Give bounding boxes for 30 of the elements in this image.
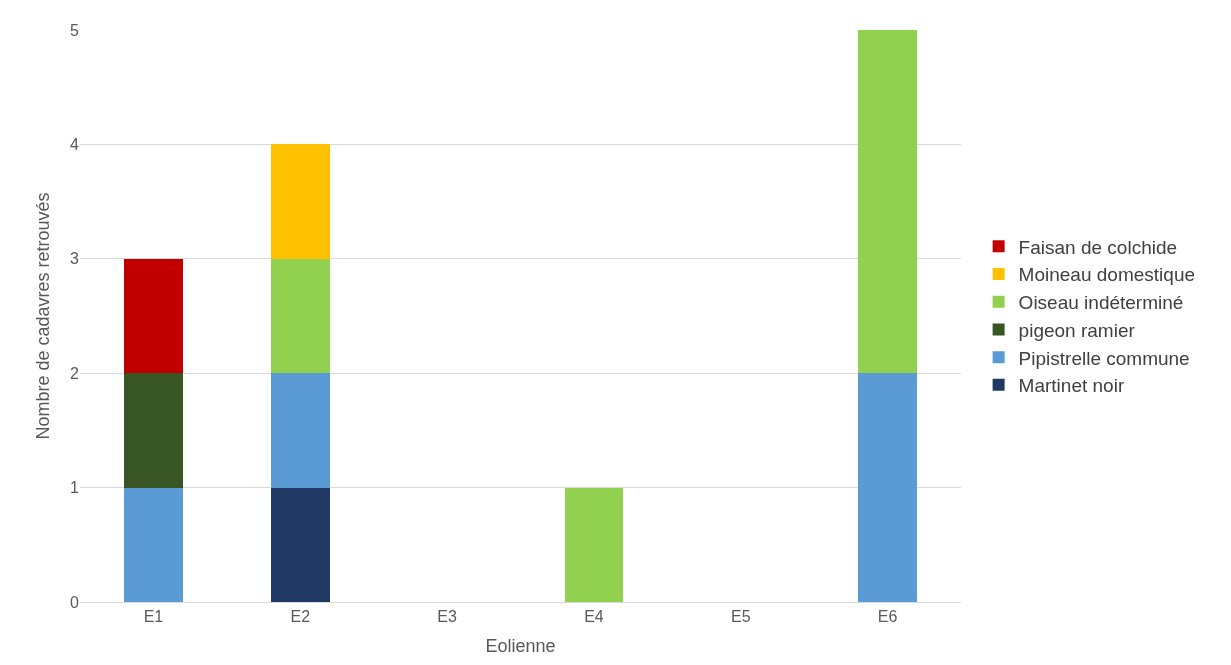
y-tick-label: 0 [70,593,80,611]
legend-label: Moineau domestique [1018,264,1196,286]
legend-label: pigeon ramier [1018,319,1136,341]
y-tick-label: 5 [70,21,80,39]
bar [270,258,330,374]
bar [270,373,330,488]
bar [124,258,183,374]
x-tick-label: E5 [730,608,751,626]
x-tick-label: E6 [877,608,898,626]
legend-label: Oiseau indéterminé [1018,292,1184,314]
y-tick-label: 2 [70,364,80,382]
legend-label: Faisan de colchide [1018,236,1178,258]
x-tick-label: E2 [290,608,311,626]
y-axis-title: Nombre de cadavres retrouvés [33,192,54,440]
legend-label: Pipistrelle commune [1018,347,1190,369]
bar [858,30,917,374]
y-tick-label: 3 [70,250,80,268]
bar [564,487,624,602]
x-tick-label: E4 [584,608,604,626]
x-tick-label: E1 [143,608,164,626]
legend-label: Martinet noir [1018,375,1125,397]
bar [124,373,183,488]
x-axis-title: Eolienne [485,636,556,657]
bar [124,487,183,602]
x-tick-label: E3 [437,608,457,626]
bar [270,144,330,259]
y-tick-label: 1 [70,479,80,497]
y-tick-label: 4 [70,136,80,153]
bar [270,487,330,602]
bar [858,373,917,602]
